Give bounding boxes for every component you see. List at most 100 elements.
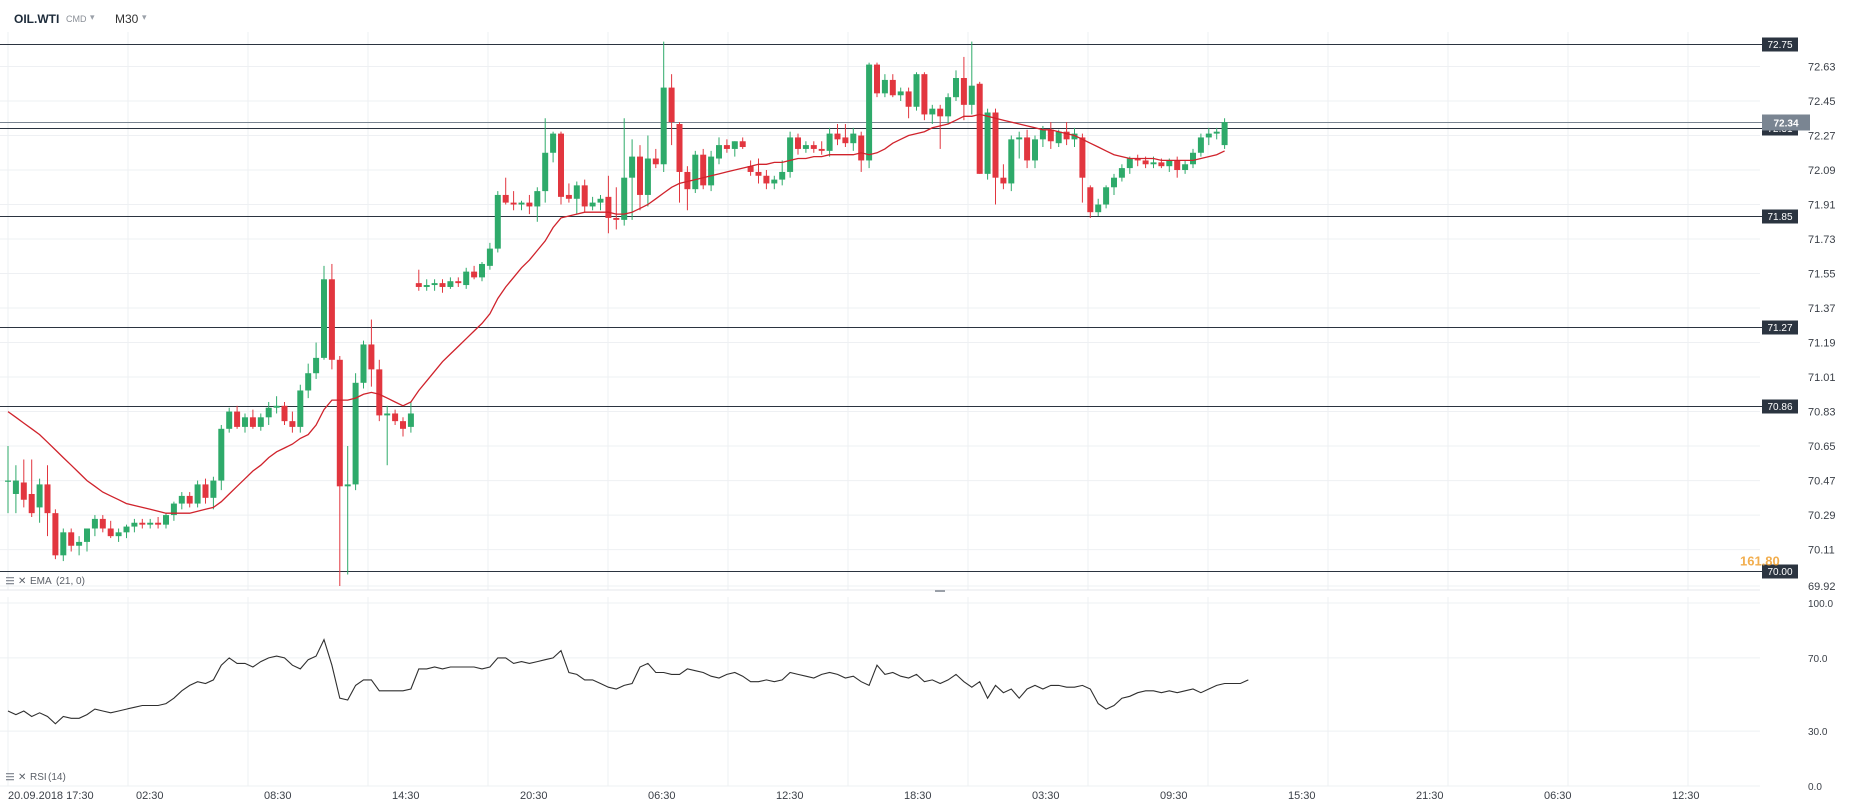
candle-up: [716, 145, 722, 159]
time-tick-label: 09:30: [1160, 790, 1188, 802]
last-price-label: 72.34: [1773, 119, 1798, 130]
candle-down: [605, 196, 612, 218]
chevron-down-icon[interactable]: ▾: [90, 12, 95, 22]
candle-down: [281, 405, 288, 422]
candle-up: [953, 78, 959, 98]
candle-down: [739, 141, 746, 148]
candle-up: [629, 156, 636, 178]
ema-params: (21, 0): [56, 576, 85, 587]
candle-up: [60, 532, 67, 556]
level-tag: [1762, 37, 1798, 52]
candle-down: [155, 522, 162, 525]
close-icon[interactable]: ✕: [18, 772, 26, 783]
candle-up: [1197, 137, 1204, 153]
candle-up: [787, 137, 794, 172]
candle-up: [1016, 137, 1023, 140]
candle-down: [1158, 162, 1165, 167]
level-value: 70.86: [1767, 402, 1792, 413]
time-tick-label: 12:30: [1672, 790, 1700, 802]
rsi-tick-label: 70.0: [1808, 654, 1828, 665]
level-tag: [1762, 320, 1798, 335]
candle-up: [360, 344, 367, 383]
candle-down: [637, 156, 643, 195]
instrument-category[interactable]: CMD: [66, 14, 87, 24]
candle-down: [960, 78, 967, 105]
candle-down: [392, 413, 399, 422]
candle-up: [1190, 152, 1196, 165]
candle-down: [976, 83, 983, 174]
price-tick-label: 69.92: [1808, 581, 1836, 593]
candle-up: [1205, 133, 1212, 138]
candle-down: [20, 482, 27, 500]
close-icon[interactable]: ✕: [18, 576, 26, 587]
candle-up: [494, 194, 501, 249]
indicator-menu-icon[interactable]: [6, 577, 14, 585]
pane-divider[interactable]: [0, 589, 1760, 592]
candle-up: [313, 357, 320, 374]
level-value: 72.75: [1767, 40, 1792, 51]
candle-down: [186, 495, 193, 504]
price-tick-label: 71.55: [1808, 269, 1836, 281]
rsi-tick-label: 30.0: [1808, 727, 1828, 738]
candle-down: [44, 484, 51, 514]
candle-up: [170, 503, 177, 516]
candle-up: [36, 484, 43, 508]
candle-down: [992, 112, 999, 178]
candle-up: [621, 177, 628, 220]
level-value: 71.27: [1767, 323, 1792, 334]
candle-down: [723, 145, 730, 149]
price-tick-label: 70.11: [1808, 545, 1835, 557]
candle-up: [866, 64, 873, 161]
candle-down: [921, 74, 928, 115]
candle-down: [581, 185, 588, 207]
time-tick-label: 14:30: [392, 790, 420, 802]
chart-toolbar: OIL.WTI CMD ▾ M30 ▾: [0, 0, 1866, 32]
candle-down: [684, 171, 691, 190]
price-tick-label: 72.27: [1808, 131, 1836, 143]
indicator-menu-icon[interactable]: [6, 773, 14, 781]
candle-up: [297, 390, 304, 427]
candle-up: [1039, 129, 1046, 140]
candle-down: [107, 528, 114, 537]
candle-down: [415, 283, 422, 287]
candle-up: [984, 112, 991, 174]
ema-indicator-legend[interactable]: ✕ EMA (21, 0): [6, 576, 85, 587]
candle-down: [668, 87, 675, 123]
price-tick-label: 72.63: [1808, 62, 1836, 74]
candle-down: [139, 522, 146, 525]
price-tick-label: 71.91: [1808, 200, 1836, 212]
candle-down: [1142, 160, 1149, 165]
price-tick-label: 72.09: [1808, 165, 1836, 177]
candle-up: [850, 133, 857, 144]
candle-up: [1095, 204, 1102, 213]
candle-up: [163, 515, 169, 525]
rsi-indicator-legend[interactable]: ✕ RSI (14): [6, 772, 66, 783]
candle-up: [218, 428, 225, 481]
candle-up: [644, 158, 651, 195]
rsi-axis: 100.0 70.0 30.0 0.0: [1808, 599, 1833, 793]
time-tick-label: 21:30: [1416, 790, 1444, 802]
candle-up: [352, 382, 359, 485]
candle-down: [1000, 177, 1007, 184]
candle-up: [945, 97, 952, 117]
candle-down: [818, 148, 825, 151]
candle-up: [12, 480, 19, 494]
candle-down: [676, 124, 683, 172]
candle-up: [897, 91, 904, 96]
candlestick-series: [5, 41, 1228, 586]
candle-up: [881, 79, 888, 94]
time-tick-label: 06:30: [648, 790, 676, 802]
rsi-grid: [0, 597, 1760, 787]
candle-up: [384, 413, 391, 416]
candle-up: [708, 156, 715, 186]
horizontal-levels[interactable]: [0, 44, 1765, 572]
candle-up: [826, 133, 833, 151]
symbol-selector[interactable]: OIL.WTI: [14, 12, 60, 26]
chevron-down-icon[interactable]: ▾: [142, 12, 147, 22]
timeframe-selector[interactable]: M30: [115, 12, 139, 26]
price-tick-label: 71.01: [1808, 372, 1836, 384]
candle-down: [368, 344, 375, 370]
candle-up: [84, 528, 90, 542]
candle-down: [889, 79, 896, 96]
